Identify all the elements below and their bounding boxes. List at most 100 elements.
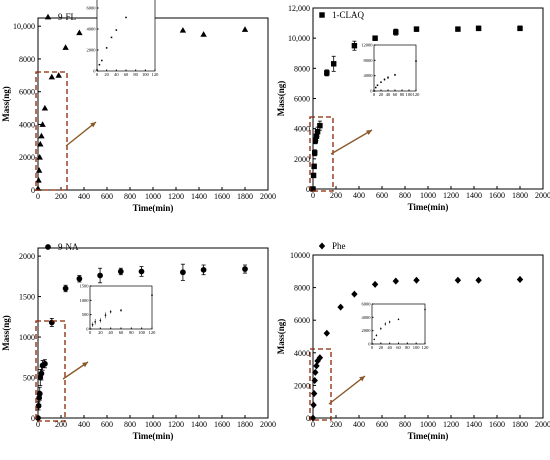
- inset-x-tick-label: 0: [96, 72, 99, 77]
- x-tick-label: 2000: [535, 191, 550, 200]
- inset-data-point: [105, 47, 108, 49]
- y-tick-label: 2000: [19, 153, 35, 162]
- inset-frame: [89, 285, 153, 330]
- x-tick-label: 800: [124, 420, 136, 429]
- x-tick-label: 1200: [168, 420, 184, 429]
- x-tick-label: 800: [124, 192, 136, 201]
- zoom-region-box: [309, 116, 334, 192]
- inset-data-point: [375, 334, 378, 337]
- data-point: [310, 172, 317, 179]
- zoom-arrow-head: [82, 362, 88, 368]
- legend-label: Phe: [332, 241, 346, 251]
- x-tick-label: 200: [330, 420, 342, 429]
- data-point: [324, 70, 330, 76]
- x-tick-label: 1400: [466, 420, 482, 429]
- y-axis-label: Mass(ng): [276, 319, 286, 355]
- inset-y-tick-label: 500: [82, 312, 90, 317]
- data-point: [413, 276, 420, 284]
- x-tick-label: 1400: [191, 420, 207, 429]
- inset-x-tick-label: 100: [413, 345, 421, 350]
- inset-x-tick-label: 0: [373, 92, 376, 97]
- inset-data-point: [151, 294, 153, 296]
- data-point: [180, 269, 186, 276]
- data-point: [372, 35, 378, 41]
- data-point: [241, 26, 249, 32]
- x-tick-label: 600: [376, 191, 388, 200]
- legend-label: 9-NA: [58, 242, 79, 252]
- inset-data-point: [373, 90, 375, 92]
- inset-x-tick-label: 100: [406, 92, 414, 97]
- inset-data-point: [380, 81, 382, 83]
- inset-data-point: [388, 321, 391, 323]
- data-point: [351, 42, 358, 49]
- inset-data-point: [96, 69, 98, 71]
- chart-panel-2: 0 200 400 600 800 1000 1200 1400 1600 1800 2000020…: [276, 4, 550, 212]
- inset-x-tick-label: 120: [413, 92, 421, 97]
- data-point: [36, 154, 43, 160]
- x-tick-label: 0: [311, 191, 315, 200]
- y-tick-label: 8000: [294, 284, 310, 293]
- inset-x-tick-label: 40: [108, 330, 113, 335]
- inset-x-tick-label: 120: [422, 345, 430, 350]
- inset-y-tick-label: 4000: [364, 73, 374, 78]
- zoom-arrow: [328, 375, 366, 405]
- inset-data-point: [397, 318, 400, 321]
- inset-data-point: [374, 86, 377, 89]
- inset-x-tick-label: 0: [371, 345, 374, 350]
- inset-x-tick-label: 60: [124, 72, 129, 77]
- data-point: [38, 370, 45, 377]
- y-axis-label: Mass(ng): [1, 315, 11, 351]
- inset-data-point: [384, 323, 387, 325]
- y-tick-label: 10000: [290, 251, 310, 260]
- data-point: [35, 167, 43, 173]
- data-point: [36, 390, 43, 397]
- data-point: [200, 31, 207, 37]
- x-tick-label: 1000: [145, 192, 161, 201]
- inset-x-tick-label: 20: [104, 72, 109, 77]
- inset-x-tick-label: 80: [400, 92, 405, 97]
- inset-data-point: [383, 78, 386, 81]
- y-tick-label: 0: [306, 185, 310, 194]
- inset-data-point: [394, 74, 396, 76]
- data-point: [37, 140, 44, 147]
- inset-data-point: [110, 36, 113, 39]
- data-point: [311, 163, 317, 170]
- data-point: [371, 280, 379, 288]
- inset-y-tick-label: 0: [368, 342, 371, 347]
- x-tick-label: 1800: [512, 420, 528, 429]
- x-tick-label: 1000: [420, 191, 436, 200]
- inset-chart: 02040608010012002000400060008000: [87, 0, 159, 77]
- data-point: [62, 285, 69, 292]
- y-tick-label: 10,000: [288, 34, 310, 43]
- x-tick-label: 1800: [237, 420, 253, 429]
- inset-y-tick-label: 0: [93, 69, 96, 74]
- zoom-region-box: [35, 320, 66, 422]
- data-point: [200, 266, 207, 273]
- inset-data-point: [371, 343, 373, 345]
- x-axis-label: Time(min): [408, 202, 449, 212]
- inset-y-tick-label: 2000: [87, 48, 97, 53]
- inset-data-point: [376, 84, 379, 87]
- y-tick-label: 1000: [19, 333, 35, 342]
- zoom-arrow: [330, 129, 373, 155]
- inset-x-tick-label: 120: [149, 330, 157, 335]
- x-tick-label: 0: [36, 420, 40, 429]
- y-tick-label: 4000: [294, 125, 310, 134]
- inset-x-tick-label: 40: [387, 345, 392, 350]
- x-tick-label: 2000: [260, 420, 276, 429]
- inset-data-point: [104, 314, 107, 317]
- data-point: [76, 29, 83, 36]
- y-axis-label: Mass(ng): [1, 86, 11, 122]
- data-point: [55, 72, 62, 78]
- inset-data-point: [99, 319, 102, 322]
- x-tick-label: 1800: [512, 191, 528, 200]
- x-tick-label: 600: [376, 420, 388, 429]
- inset-x-tick-label: 100: [138, 330, 146, 335]
- data-point: [312, 150, 318, 156]
- inset-x-tick-label: 20: [98, 330, 103, 335]
- y-tick-label: 6000: [19, 88, 35, 97]
- data-point: [392, 277, 399, 285]
- zoom-arrow-head: [359, 376, 365, 382]
